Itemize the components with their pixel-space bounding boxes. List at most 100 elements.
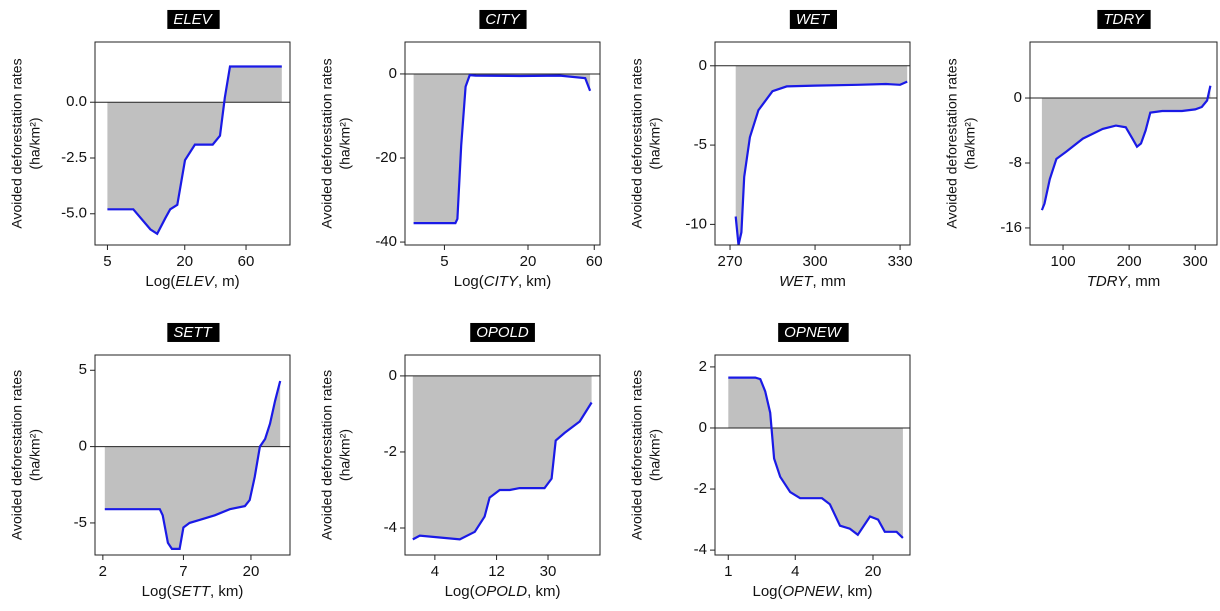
panel-title: TDRY	[1103, 11, 1144, 28]
panel-title: WET	[796, 11, 831, 28]
title-box	[470, 322, 535, 342]
x-tick-label: 200	[1117, 253, 1142, 270]
x-tick-label: 4	[791, 563, 799, 580]
y-tick-label: -4	[384, 519, 397, 536]
x-axis-label: Log(OPNEW, km)	[752, 583, 872, 600]
y-tick-label: -2.5	[61, 149, 87, 166]
panel: 5 0 -5 2 7 20 Log(SETT, km) Avoided deforestati…	[9, 322, 291, 600]
x-tick-label: 300	[1183, 253, 1208, 270]
y-tick-label: -16	[1000, 219, 1022, 236]
y-axis-label: (ha/km²)	[27, 117, 43, 169]
y-tick-label: 0	[1014, 89, 1022, 106]
panel-title: OPNEW	[784, 324, 843, 341]
x-tick-label: 30	[540, 563, 557, 580]
x-axis-label: WET, mm	[779, 273, 846, 290]
panel: 0.0 -2.5 -5.0 5 20 60 Log(ELEV, m) Avoided defo…	[9, 9, 291, 290]
y-axis-label: Avoided deforestation rates	[629, 58, 645, 228]
y-axis-label: Avoided deforestation rates	[9, 58, 25, 228]
y-tick-label: -2	[384, 443, 397, 460]
x-tick-label: 20	[520, 253, 537, 270]
y-tick-label: 0	[389, 367, 397, 384]
x-tick-label: 7	[179, 563, 187, 580]
y-tick-label: -4	[694, 541, 707, 558]
x-tick-label: 330	[888, 253, 913, 270]
y-axis-label: Avoided deforestation rates	[319, 370, 335, 540]
curve	[104, 380, 282, 550]
panel-title: ELEV	[173, 11, 213, 28]
y-tick-label: 0.0	[66, 93, 87, 110]
title-box	[167, 9, 220, 29]
y-tick-label: -2	[694, 480, 707, 497]
y-tick-label: 0	[699, 57, 707, 74]
y-tick-label: -5	[694, 136, 707, 153]
x-tick-label: 20	[243, 563, 260, 580]
area-fill	[412, 375, 592, 540]
plot-frame	[94, 354, 291, 556]
plot-frame	[1029, 41, 1218, 246]
y-axis-label: (ha/km²)	[337, 429, 353, 481]
title-box	[479, 9, 527, 29]
title-box	[789, 9, 837, 29]
panel: 0 -2 -4 4 12 30 Log(OPOLD, km) Avoided deforest…	[319, 322, 601, 600]
y-tick-label: 5	[79, 361, 87, 378]
y-tick-label: -5.0	[61, 205, 87, 222]
y-axis-label: (ha/km²)	[962, 117, 978, 169]
title-box	[778, 322, 849, 342]
panel: 0 -5 -10 270 300 330 WET, mm Avoided deforestat…	[629, 9, 913, 290]
area-fill	[735, 65, 908, 245]
x-tick-label: 60	[586, 253, 603, 270]
y-axis-label: Avoided deforestation rates	[319, 58, 335, 228]
area-fill	[413, 73, 591, 224]
y-tick-label: -10	[685, 215, 707, 232]
x-tick-label: 20	[865, 563, 882, 580]
x-tick-label: 4	[431, 563, 439, 580]
y-tick-label: 0	[699, 419, 707, 436]
curve	[412, 401, 593, 541]
y-tick-label: -5	[74, 514, 87, 531]
x-axis-label: Log(ELEV, m)	[145, 273, 239, 290]
x-tick-label: 60	[238, 253, 255, 270]
x-tick-label: 270	[718, 253, 743, 270]
y-tick-label: 0	[389, 65, 397, 82]
panel: 0 -8 -16 100 200 300 TDRY, mm Avoided deforesta…	[944, 9, 1218, 290]
x-tick-label: 2	[99, 563, 107, 580]
curve	[1040, 85, 1212, 211]
x-tick-label: 300	[803, 253, 828, 270]
y-tick-label: 0	[79, 438, 87, 455]
panel-title: SETT	[173, 324, 213, 341]
x-axis-label: Log(SETT, km)	[142, 583, 244, 600]
x-tick-label: 5	[440, 253, 448, 270]
panel: 0 -20 -40 5 20 60 Log(CITY, km) Avoided defores…	[319, 9, 603, 290]
x-tick-label: 20	[176, 253, 193, 270]
x-axis-label: Log(CITY, km)	[454, 273, 552, 290]
curve	[734, 80, 908, 246]
y-axis-label: Avoided deforestation rates	[9, 370, 25, 540]
panel-title: CITY	[485, 11, 520, 28]
y-axis-label: (ha/km²)	[337, 117, 353, 169]
area-fill	[1041, 85, 1211, 211]
curve	[413, 74, 592, 225]
area-fill	[104, 381, 281, 549]
x-axis-label: Log(OPOLD, km)	[445, 583, 561, 600]
area-fill	[728, 377, 903, 538]
y-axis-label: Avoided deforestation rates	[944, 58, 960, 228]
x-axis-label: TDRY, mm	[1087, 273, 1161, 290]
y-axis-label: (ha/km²)	[27, 429, 43, 481]
x-tick-label: 100	[1051, 253, 1076, 270]
plot-frame	[404, 354, 601, 556]
plot-frame	[714, 354, 911, 556]
y-tick-label: -20	[375, 149, 397, 166]
x-tick-label: 5	[103, 253, 111, 270]
panel-title: OPOLD	[476, 324, 529, 341]
curve	[728, 376, 904, 539]
title-box	[1097, 9, 1151, 29]
y-tick-label: 2	[699, 358, 707, 375]
y-axis-label: (ha/km²)	[647, 429, 663, 481]
y-tick-label: -40	[375, 233, 397, 250]
x-tick-label: 12	[488, 563, 505, 580]
x-tick-label: 1	[724, 563, 732, 580]
area-fill	[107, 66, 282, 234]
plot-frame	[714, 41, 911, 246]
